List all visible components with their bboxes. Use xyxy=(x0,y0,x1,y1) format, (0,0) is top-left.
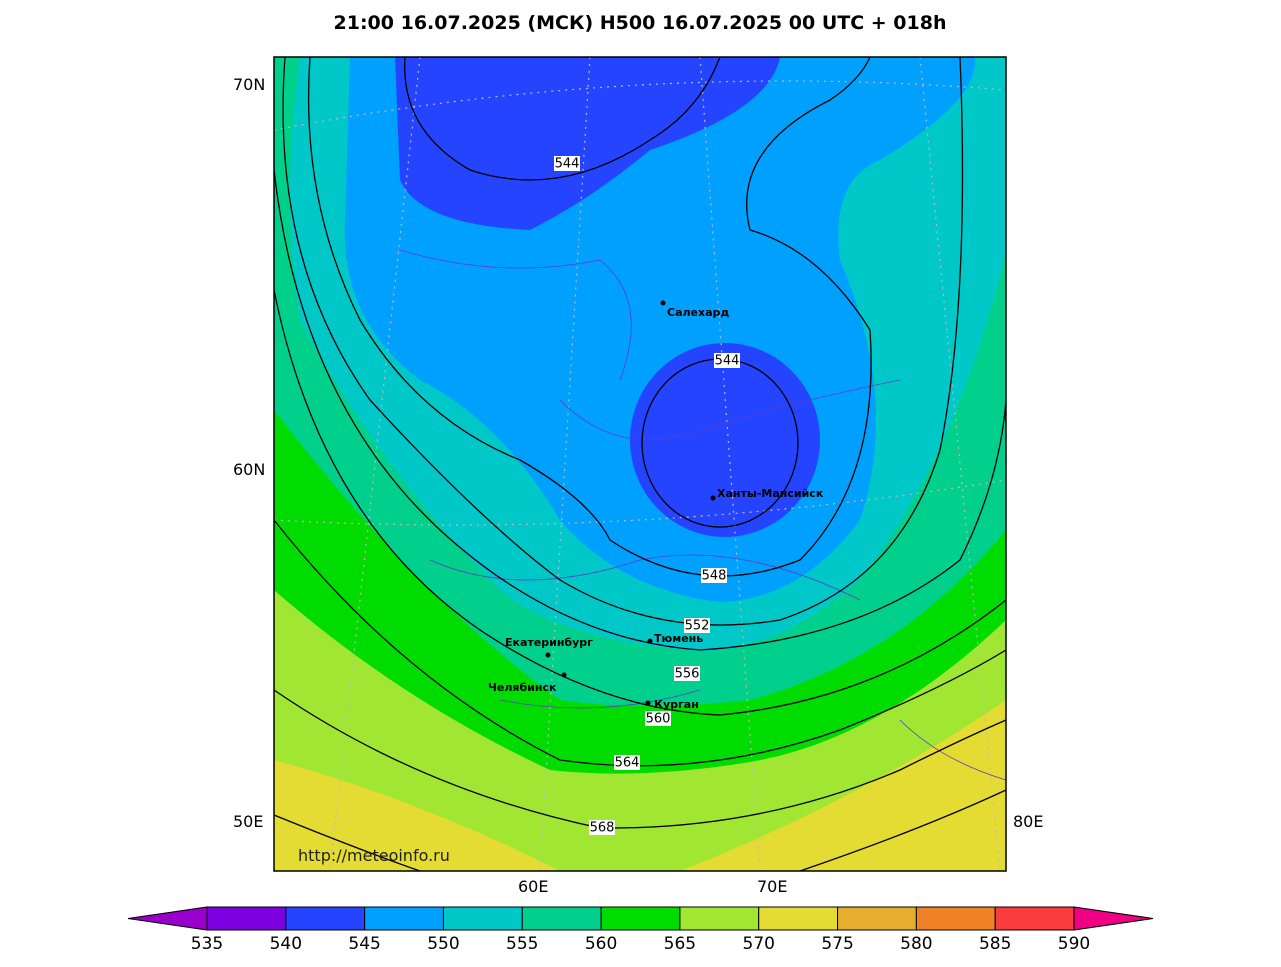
colorbar-over xyxy=(1073,906,1154,931)
axis-labels: 70N 60N 50E 60E 70E 80E xyxy=(233,75,1043,896)
lon-label: 50E xyxy=(233,812,263,831)
lon-label: 60E xyxy=(518,877,548,896)
colorbar-cell xyxy=(442,906,523,931)
city-label: Ханты-Мансийск xyxy=(717,487,824,500)
colorbar-cell xyxy=(915,906,996,931)
isoline-560 xyxy=(274,289,1006,716)
contour-label: 564 xyxy=(615,756,640,771)
title: 21:00 16.07.2025 (МСК) H500 16.07.2025 0… xyxy=(334,12,947,34)
label-box xyxy=(714,353,740,368)
isoline-548 xyxy=(307,57,872,577)
map-fields xyxy=(274,57,1006,871)
colorbar-cell xyxy=(285,906,366,931)
colorbar-cell xyxy=(679,906,760,931)
label-box xyxy=(674,666,700,681)
label-box xyxy=(645,711,671,726)
label-box xyxy=(554,156,580,171)
borders xyxy=(399,249,1006,781)
cities: Салехард Ханты-Мансийск Екатеринбург Тюм… xyxy=(488,300,824,711)
contour-label: 552 xyxy=(685,619,710,634)
colorbar-label: 570 xyxy=(743,934,775,954)
city-dot xyxy=(647,638,653,644)
contour-label: 544 xyxy=(555,157,580,172)
contour-label: 568 xyxy=(590,821,615,836)
colorbar-label: 545 xyxy=(348,934,380,954)
colorbar-cell xyxy=(600,906,681,931)
colorbar-label: 550 xyxy=(427,934,459,954)
city-dot xyxy=(660,300,666,306)
colorbar-cell xyxy=(521,906,602,931)
contour-labels: 544 544 548 552 556 560 564 568 xyxy=(554,156,740,836)
colorbar-label: 575 xyxy=(821,934,853,954)
colorbar-under xyxy=(127,906,208,931)
colorbar-label: 560 xyxy=(585,934,617,954)
field-540-low xyxy=(630,343,820,537)
lon-label: 80E xyxy=(1013,812,1043,831)
colorbar-cell xyxy=(758,906,839,931)
graticule xyxy=(274,57,1006,871)
colorbar-label: 565 xyxy=(664,934,696,954)
isoline-564 xyxy=(274,519,1006,767)
isoline-552 xyxy=(282,57,964,626)
colorbar-label: 555 xyxy=(506,934,538,954)
city-dot xyxy=(645,700,651,706)
isoline-568 xyxy=(274,689,1006,829)
source-url: http://meteoinfo.ru xyxy=(298,846,450,865)
label-box xyxy=(589,820,615,835)
contour-label: 556 xyxy=(675,667,700,682)
field-540-top xyxy=(395,57,780,230)
label-box xyxy=(701,568,727,583)
colorbar-cell xyxy=(994,906,1075,931)
colorbar-label: 590 xyxy=(1058,934,1090,954)
colorbar-label: 580 xyxy=(900,934,932,954)
city-label: Тюмень xyxy=(654,632,703,645)
isoline-572 xyxy=(274,789,1006,871)
city-dot xyxy=(561,672,567,678)
city-label: Курган xyxy=(654,698,699,711)
label-box xyxy=(614,755,640,770)
map-frame xyxy=(273,56,1007,872)
colorbar-cell xyxy=(837,906,917,931)
lat-label: 70N xyxy=(233,75,265,94)
city-dot xyxy=(545,652,551,658)
colorbar-cell xyxy=(206,906,287,931)
city-label: Салехард xyxy=(667,306,729,319)
city-label: Екатеринбург xyxy=(505,636,593,649)
city-label: Челябинск xyxy=(488,681,557,694)
contour-label: 544 xyxy=(715,354,740,369)
colorbar-cell xyxy=(364,906,444,931)
colorbar-label: 535 xyxy=(191,934,223,954)
lon-label: 70E xyxy=(757,877,787,896)
colorbar-label: 585 xyxy=(979,934,1011,954)
lat-label: 60N xyxy=(233,460,265,479)
city-dot xyxy=(710,495,716,501)
contour-label: 560 xyxy=(646,712,671,727)
isoline-544-top xyxy=(404,57,721,181)
colorbar: 535 540 545 550 555 560 565 570 575 580 585 590 xyxy=(127,906,1154,954)
label-box xyxy=(684,618,710,633)
contour-label: 548 xyxy=(702,569,727,584)
isoline-556 xyxy=(274,169,1006,651)
colorbar-label: 540 xyxy=(270,934,302,954)
